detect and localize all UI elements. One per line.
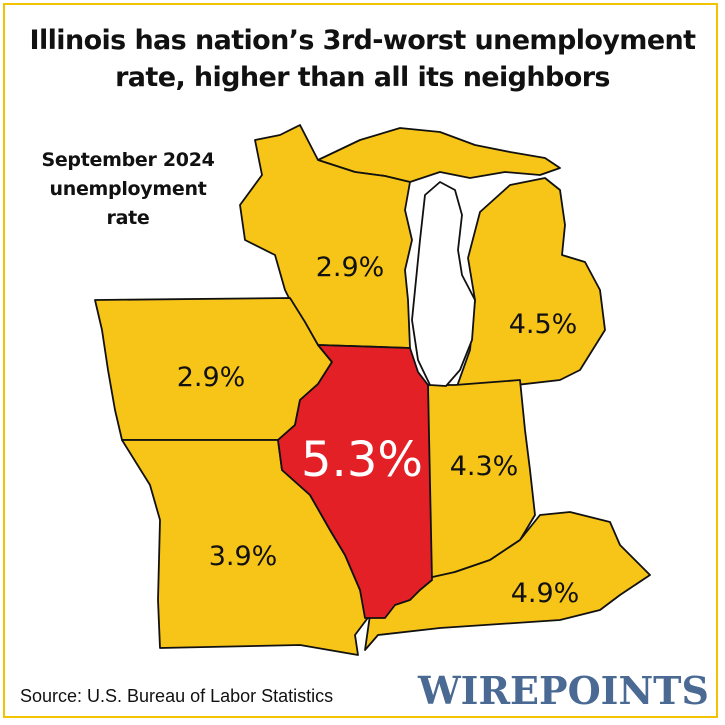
subtitle-line-1: September 2024 <box>41 149 215 171</box>
chart-title: Illinois has nation’s 3rd-worst unemploy… <box>0 22 725 96</box>
rate-iowa: 2.9% <box>177 362 246 393</box>
border-frame <box>3 3 718 718</box>
lake-michigan <box>411 181 476 387</box>
state-wisconsin <box>239 124 413 349</box>
state-illinois <box>277 344 433 619</box>
rate-missouri: 3.9% <box>209 541 278 572</box>
rate-michigan: 4.5% <box>509 309 578 340</box>
map-subtitle: September 2024 unemployment rate <box>18 146 238 233</box>
wirepoints-logo: WIREPOINTS <box>418 668 709 713</box>
rate-kentucky: 4.9% <box>511 578 580 609</box>
source-note: Source: U.S. Bureau of Labor Statistics <box>20 686 334 706</box>
rate-illinois: 5.3% <box>301 432 423 488</box>
state-kentucky <box>364 511 651 651</box>
state-michigan <box>454 177 606 393</box>
subtitle-line-3: rate <box>106 207 150 229</box>
title-line-1: Illinois has nation’s 3rd-worst unemploy… <box>29 25 697 56</box>
subtitle-line-2: unemployment <box>49 178 207 200</box>
rate-indiana: 4.3% <box>450 451 519 482</box>
rate-wisconsin: 2.9% <box>316 252 385 283</box>
title-line-2: rate, higher than all its neighbors <box>115 62 610 93</box>
